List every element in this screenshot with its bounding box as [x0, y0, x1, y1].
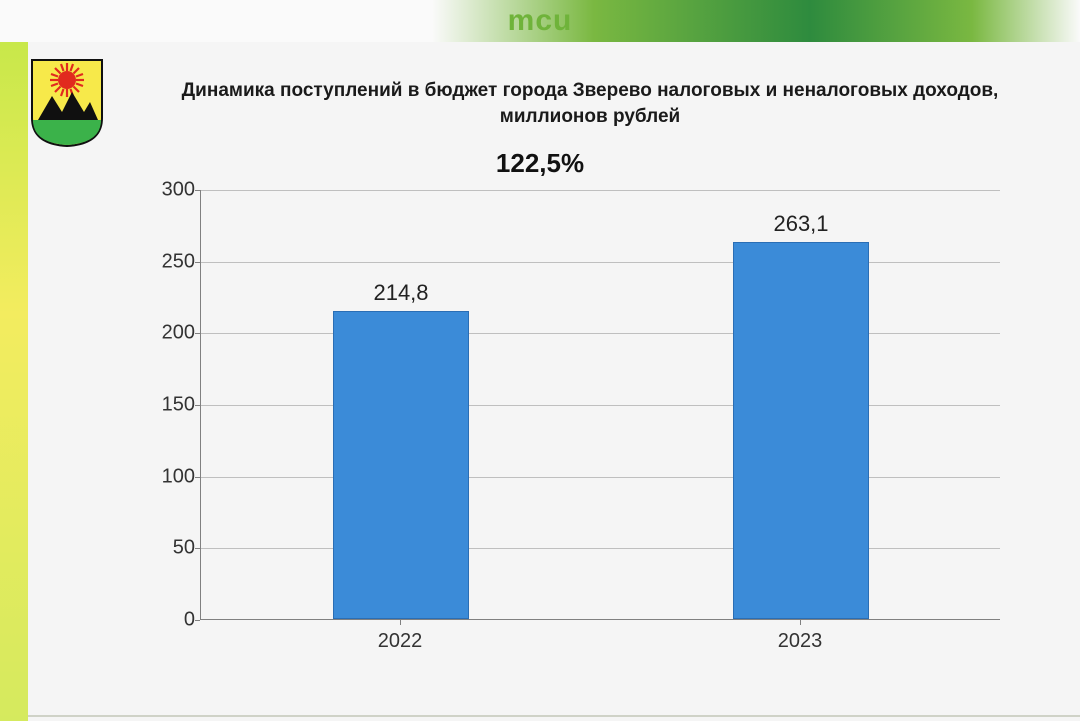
gridline [201, 262, 1000, 263]
gridline [201, 477, 1000, 478]
percent-label: 122,5% [0, 148, 1080, 179]
bottom-rule [28, 715, 1080, 717]
x-tick-mark [400, 620, 401, 625]
y-tick-label: 200 [140, 322, 195, 345]
gridline [201, 548, 1000, 549]
y-tick-label: 300 [140, 179, 195, 202]
plot-area: 214,8 263,1 [200, 190, 1000, 620]
x-tick-label: 2022 [378, 630, 423, 653]
y-tick-label: 100 [140, 465, 195, 488]
left-accent-strip [0, 42, 28, 721]
y-tick-label: 250 [140, 250, 195, 273]
watermark-text: mcu [0, 4, 1080, 38]
bar: 214,8 [333, 311, 469, 619]
bar-value-label: 263,1 [734, 211, 868, 237]
city-crest-icon [30, 58, 104, 148]
bar: 263,1 [733, 242, 869, 619]
title-line-1: Динамика поступлений в бюджет города Зве… [182, 80, 999, 101]
bar-chart: 0 50 100 150 200 250 300 214,8 263,1 2022 2023 [140, 180, 1010, 680]
y-tick-mark [195, 620, 200, 621]
title-line-2: миллионов рублей [500, 106, 680, 127]
x-tick-mark [800, 620, 801, 625]
gridline [201, 405, 1000, 406]
y-tick-label: 50 [140, 537, 195, 560]
bar-value-label: 214,8 [334, 280, 468, 306]
x-tick-label: 2023 [778, 630, 823, 653]
y-tick-label: 150 [140, 394, 195, 417]
gridline [201, 333, 1000, 334]
y-tick-label: 0 [140, 609, 195, 632]
slide-title: Динамика поступлений в бюджет города Зве… [150, 78, 1030, 129]
gridline [201, 190, 1000, 191]
